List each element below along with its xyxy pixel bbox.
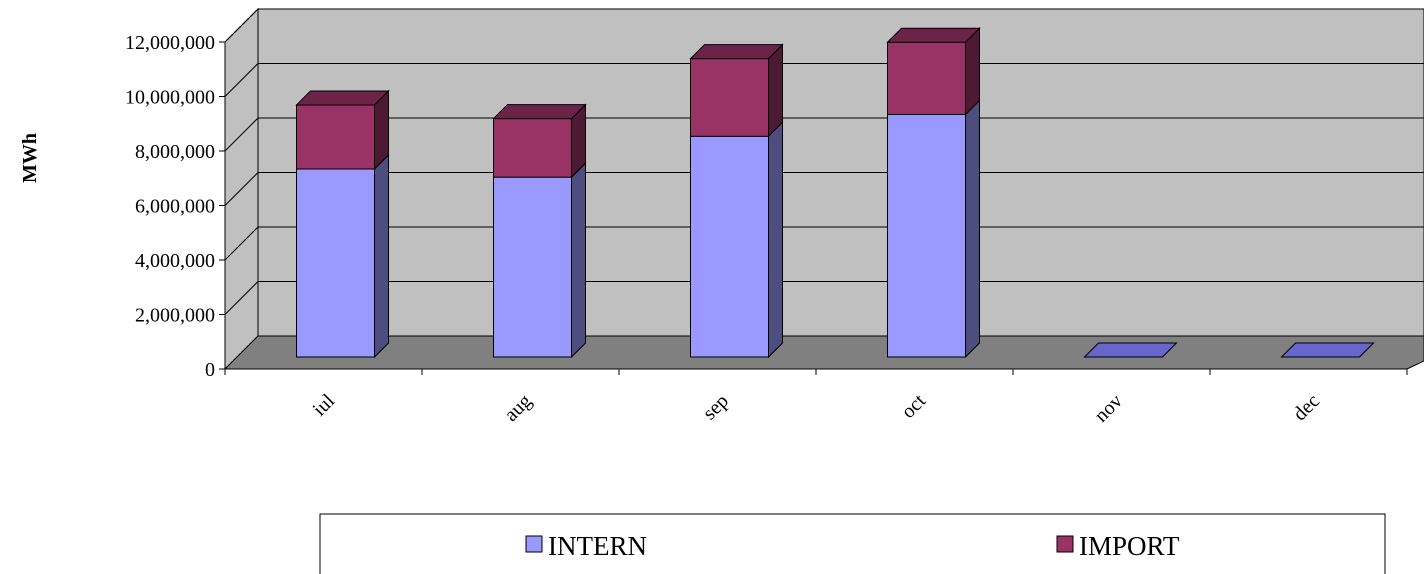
y-tick-label-5: 10,000,000 [125,87,215,109]
bar-import-sep [690,58,769,137]
gridline-4 [224,117,1424,152]
x-tick-label-iul: iul [309,390,340,421]
x-tick-label-sep: sep [699,390,733,424]
x-tick-labels: iul aug sep oct nov dec [309,390,1325,427]
bar-top-import-sep [689,44,784,60]
bar-side-intern-oct [965,99,980,359]
legend-label-intern: INTERN [548,531,647,561]
bar-side-intern-sep [768,121,783,359]
gridline-6 [224,8,1424,43]
empty-bar-nov [1083,342,1178,358]
gridline-1 [224,281,1424,315]
y-axis-label: MWh [19,133,41,183]
x-tick-label-aug: aug [500,390,536,426]
gridline-5 [224,63,1424,97]
bar-top-import-aug [492,104,587,120]
bar-intern-sep [690,135,769,358]
floor-panel [223,335,1424,370]
y-tick-label-4: 8,000,000 [135,141,215,163]
gridline-3 [224,172,1424,206]
bar-top-import-iul [295,90,390,106]
bar-import-aug [493,118,572,178]
chart-floor [223,335,1424,370]
bar-side-import-sep [768,43,783,138]
legend-swatch-intern [525,535,543,553]
legend-box [319,513,1386,574]
y-tick-labels: 0 2,000,000 4,000,000 6,000,000 8,000,000 10,… [125,32,215,381]
bar-side-import-oct [965,27,980,116]
bars-group [295,27,1375,359]
x-tick-label-oct: oct [897,390,930,423]
bar-intern-oct [887,113,966,358]
bar-top-import-oct [886,27,981,43]
y-tick-label-0: 0 [205,359,215,381]
legend: INTERN IMPORT [319,513,1386,574]
y-tick-label-2: 4,000,000 [135,250,215,272]
bar-import-oct [887,41,966,115]
legend-label-import: IMPORT [1079,531,1180,561]
y-tick-label-3: 6,000,000 [135,196,215,218]
empty-bar-dec [1280,342,1375,358]
bar-import-iul [296,104,375,170]
x-tick-label-dec: dec [1289,390,1324,425]
y-tick-label-6: 12,000,000 [125,32,215,54]
legend-swatch-import [1056,535,1074,553]
bar-intern-iul [296,168,375,358]
x-tick-label-nov: nov [1090,390,1127,427]
gridline-2 [224,226,1424,261]
y-tick-label-1: 2,000,000 [135,305,215,327]
bar-side-intern-aug [571,161,586,359]
bar-intern-aug [493,176,572,358]
bar-side-intern-iul [374,153,389,359]
axes [219,41,1408,375]
